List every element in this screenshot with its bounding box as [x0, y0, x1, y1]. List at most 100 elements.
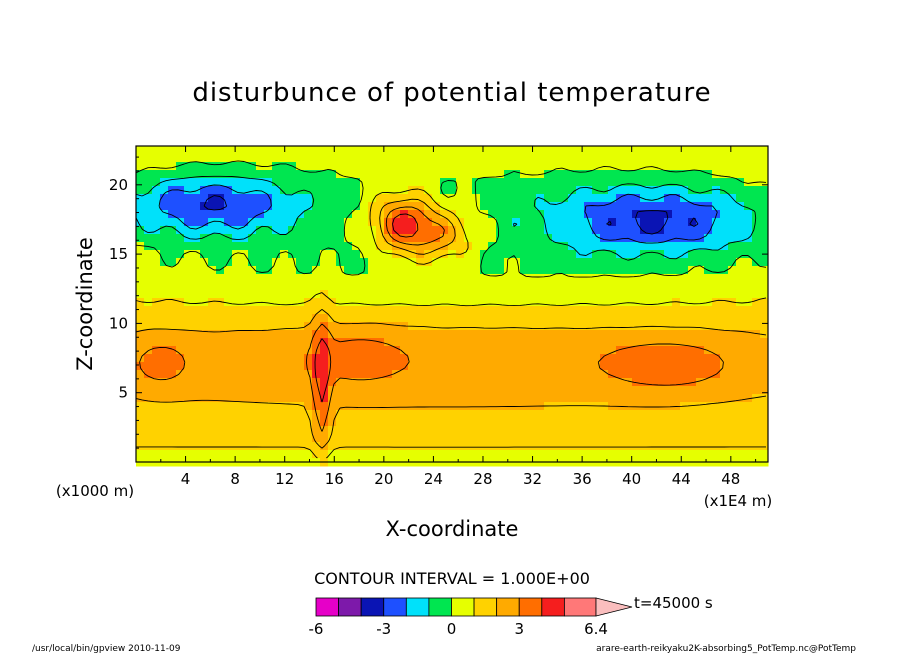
field-cell [384, 322, 393, 331]
field-cell [352, 274, 361, 283]
field-cell [448, 290, 457, 299]
field-cell [376, 202, 385, 211]
field-cell [344, 202, 353, 211]
field-cell [312, 442, 321, 451]
field-cell [184, 178, 193, 187]
field-cell [400, 370, 409, 379]
field-cell [528, 162, 537, 171]
field-cell [392, 226, 401, 235]
field-cell [392, 346, 401, 355]
field-cell [688, 330, 697, 339]
field-cell [144, 210, 153, 219]
field-cell [504, 202, 513, 211]
field-cell [136, 322, 145, 331]
field-cell [728, 202, 737, 211]
field-cell [688, 170, 697, 179]
field-cell [424, 354, 433, 363]
field-cell [696, 290, 705, 299]
field-cell [368, 146, 377, 155]
field-cell [752, 418, 761, 427]
field-cell [584, 306, 593, 315]
field-cell [184, 418, 193, 427]
field-cell [624, 226, 633, 235]
field-cell [560, 210, 569, 219]
field-cell [416, 354, 425, 363]
field-cell [560, 290, 569, 299]
field-cell [232, 306, 241, 315]
field-cell [680, 394, 689, 403]
field-cell [152, 442, 161, 451]
field-cell [712, 394, 721, 403]
field-cell [360, 362, 369, 371]
field-cell [264, 194, 273, 203]
field-cell [752, 434, 761, 443]
field-cell [200, 346, 209, 355]
field-cell [344, 322, 353, 331]
field-cell [464, 162, 473, 171]
field-cell [680, 410, 689, 419]
field-cell [192, 322, 201, 331]
field-cell [592, 346, 601, 355]
field-cell [592, 306, 601, 315]
field-cell [728, 426, 737, 435]
field-cell [760, 290, 769, 299]
field-cell [512, 434, 521, 443]
field-cell [168, 218, 177, 227]
field-cell [632, 154, 641, 163]
field-cell [424, 258, 433, 267]
field-cell [416, 442, 425, 451]
field-cell [352, 226, 361, 235]
field-cell [728, 266, 737, 275]
field-cell [208, 370, 217, 379]
field-cell [744, 290, 753, 299]
field-cell [224, 434, 233, 443]
field-cell [264, 170, 273, 179]
field-cell [544, 226, 553, 235]
field-cell [616, 258, 625, 267]
field-cell [608, 162, 617, 171]
field-cell [216, 274, 225, 283]
field-cell [192, 298, 201, 307]
field-cell [592, 378, 601, 387]
field-cell [424, 426, 433, 435]
field-cell [288, 386, 297, 395]
field-cell [696, 434, 705, 443]
field-cell [728, 290, 737, 299]
field-cell [360, 434, 369, 443]
field-cell [320, 242, 329, 251]
field-cell [712, 386, 721, 395]
field-cell [400, 338, 409, 347]
field-cell [192, 154, 201, 163]
field-cell [680, 274, 689, 283]
field-cell [136, 282, 145, 291]
field-cell [272, 266, 281, 275]
field-cell [176, 394, 185, 403]
field-cell [600, 298, 609, 307]
field-cell [536, 362, 545, 371]
field-cell [592, 234, 601, 243]
field-cell [496, 258, 505, 267]
field-cell [368, 282, 377, 291]
field-cell [232, 362, 241, 371]
field-cell [752, 362, 761, 371]
field-cell [632, 210, 641, 219]
field-cell [728, 210, 737, 219]
field-cell [360, 162, 369, 171]
field-cell [168, 162, 177, 171]
field-cell [528, 394, 537, 403]
field-cell [584, 322, 593, 331]
field-cell [440, 266, 449, 275]
field-cell [624, 154, 633, 163]
field-cell [288, 154, 297, 163]
field-cell [752, 442, 761, 451]
field-cell [368, 450, 377, 459]
field-cell [272, 346, 281, 355]
field-cell [480, 146, 489, 155]
y-tick-label: 5 [118, 384, 128, 402]
field-cell [728, 434, 737, 443]
field-cell [600, 362, 609, 371]
field-cell [392, 274, 401, 283]
field-cell [344, 250, 353, 259]
field-cell [672, 282, 681, 291]
field-cell [600, 442, 609, 451]
